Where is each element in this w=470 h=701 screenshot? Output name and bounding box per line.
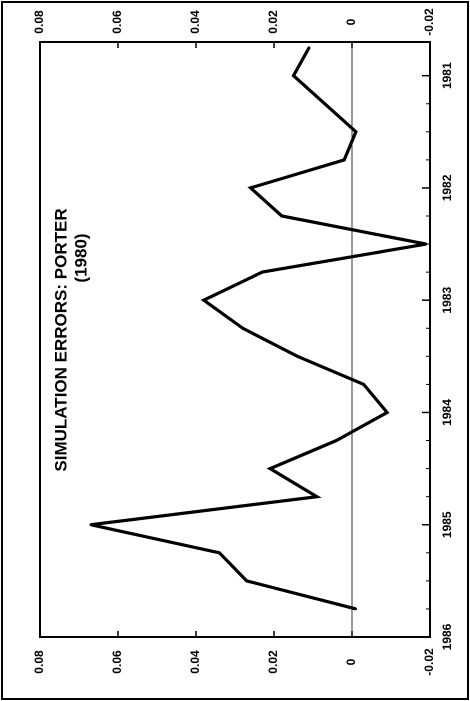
time-tick-label: 1981: [440, 62, 454, 89]
chart-title: SIMULATION ERRORS: PORTER: [51, 208, 70, 471]
value-tick-label-top: 0.04: [188, 10, 202, 34]
value-tick-label-bottom: 0.06: [110, 650, 124, 674]
value-tick-label-bottom: 0.08: [32, 650, 46, 674]
time-tick-label: 1983: [440, 287, 454, 314]
data-point: [354, 607, 358, 611]
data-point: [315, 495, 319, 498]
data-point: [261, 270, 264, 274]
value-tick-label-top: 0: [344, 18, 358, 25]
data-point: [424, 242, 428, 246]
data-point: [385, 411, 389, 414]
value-tick-label-top: 0.08: [32, 10, 46, 34]
data-point: [335, 439, 338, 442]
data-point: [280, 214, 283, 218]
data-point: [292, 74, 295, 77]
data-point: [245, 579, 248, 583]
value-tick-label-bottom: 0.02: [266, 650, 280, 674]
value-tick-label-top: -0.02: [422, 8, 436, 36]
data-point: [354, 130, 358, 134]
data-point: [323, 102, 326, 105]
data-point: [362, 383, 365, 386]
data-point: [89, 523, 92, 526]
data-point: [249, 186, 252, 190]
time-tick-label: 1982: [440, 174, 454, 201]
plot-frame: [39, 41, 431, 638]
data-point: [241, 327, 244, 330]
chart-subtitle: (1980): [71, 233, 90, 282]
data-point: [343, 158, 346, 162]
value-tick-label-top: 0.02: [266, 10, 280, 34]
data-point: [307, 46, 311, 49]
data-point: [296, 355, 299, 358]
series-line-0: [90, 46, 427, 611]
value-tick-label-bottom: -0.02: [422, 648, 436, 676]
time-tick-label: 1986: [440, 623, 454, 650]
time-tick-label: 1984: [440, 399, 454, 426]
value-tick-label-top: 0.06: [110, 10, 124, 34]
data-point: [218, 551, 221, 555]
data-point: [202, 299, 205, 302]
data-point: [268, 467, 272, 470]
time-tick-label: 1985: [440, 511, 454, 538]
value-tick-label-bottom: 0.04: [188, 650, 202, 674]
value-tick-label-bottom: 0: [344, 658, 358, 665]
chart-layer: 0.08 0.08 0.06 0.06 0.04 0.04 0.02 0.02 0 0 -0.02 -…: [32, 8, 454, 676]
